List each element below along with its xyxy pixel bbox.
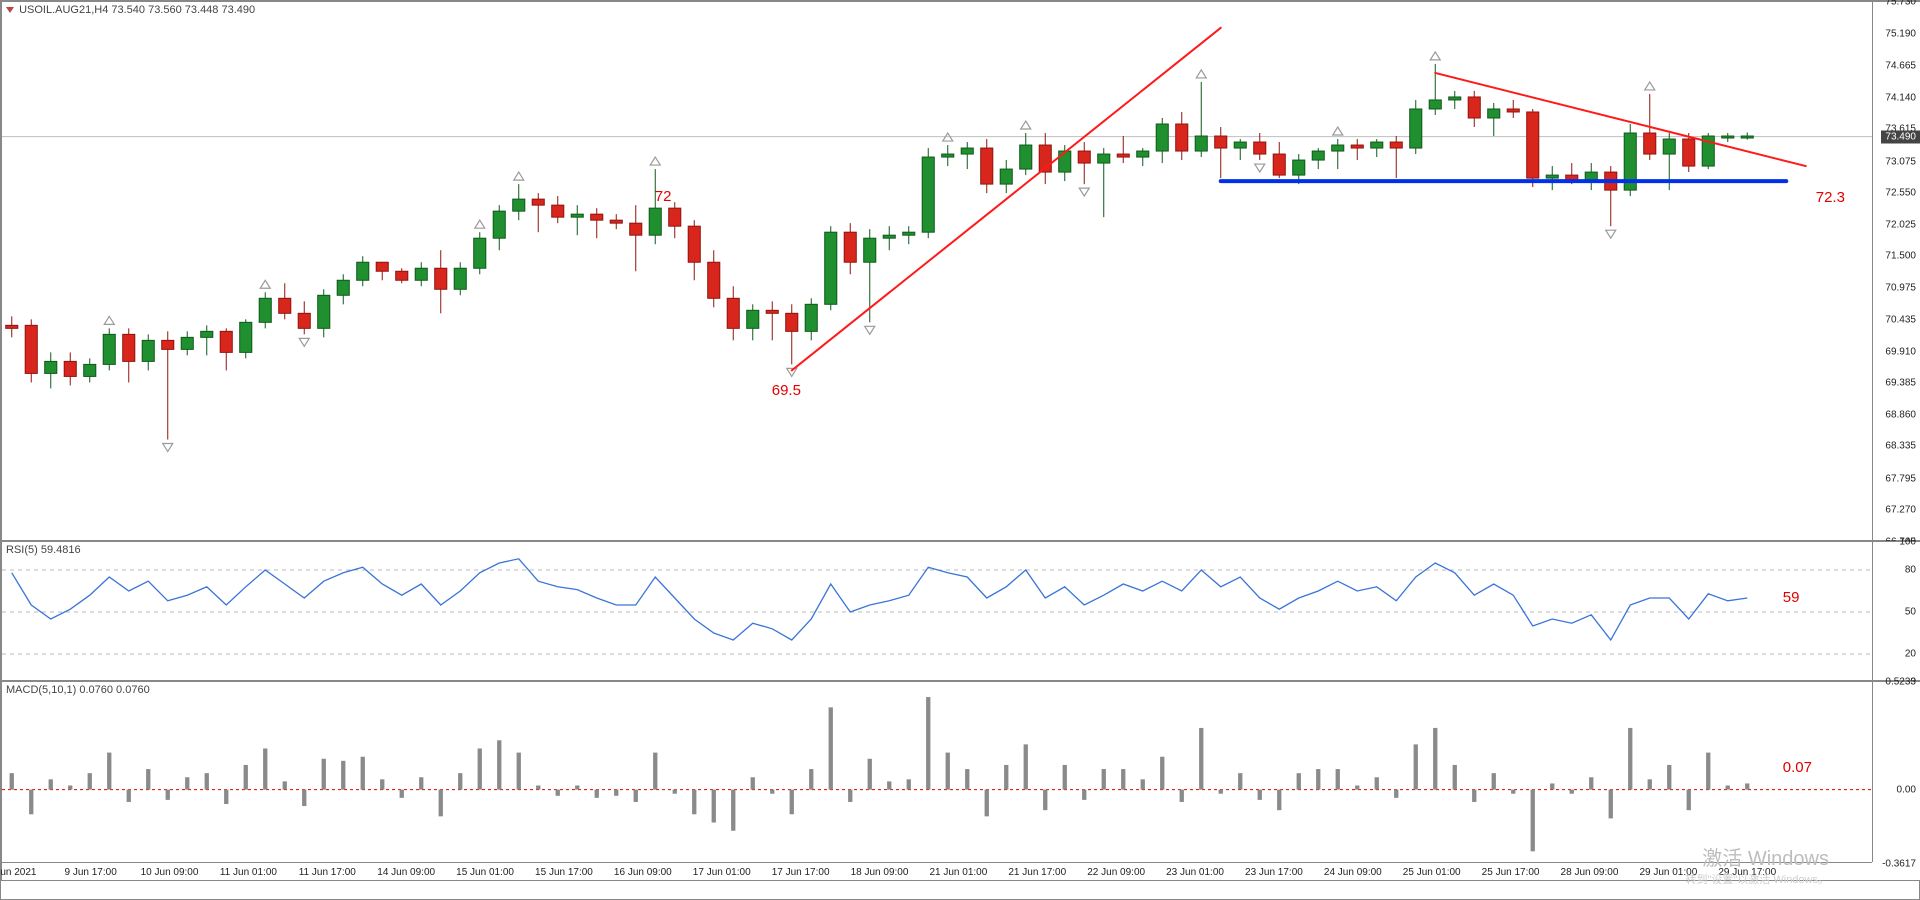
rsi-header: RSI(5) 59.4816 (6, 544, 81, 556)
price-header: USOIL.AUG21,H4 73.540 73.560 73.448 73.4… (6, 4, 255, 16)
price-chart-panel[interactable]: USOIL.AUG21,H4 73.540 73.560 73.448 73.4… (1, 1, 1920, 541)
dropdown-icon[interactable] (6, 7, 14, 13)
price-y-axis: 75.73075.19074.66574.14073.61573.07572.5… (1872, 2, 1920, 540)
price-annotation: 72.3 (1816, 189, 1845, 206)
rsi-annotation: 59 (1783, 589, 1800, 606)
time-axis: 9 Jun 20219 Jun 17:0010 Jun 09:0011 Jun … (2, 862, 1872, 880)
macd-header: MACD(5,10,1) 0.0760 0.0760 (6, 684, 150, 696)
windows-activation-sub: 转到"设置"以激活 Windows。 (1686, 871, 1830, 887)
price-annotation: 72 (655, 188, 672, 205)
price-annotation: 69.5 (772, 382, 801, 399)
macd-y-axis: 0.52330.00-0.3617 (1872, 682, 1920, 862)
current-price-flag: 73.490 (1881, 130, 1920, 143)
macd-panel[interactable]: MACD(5,10,1) 0.0760 0.0760 0.07 0.52330.… (1, 681, 1920, 881)
rsi-y-axis: 1008050200 (1872, 542, 1920, 680)
rsi-panel[interactable]: RSI(5) 59.4816 59 1008050200 (1, 541, 1920, 681)
symbol-label: USOIL.AUG21,H4 73.540 73.560 73.448 73.4… (19, 4, 255, 16)
windows-activation-watermark: 激活 Windows (1702, 842, 1829, 871)
macd-annotation: 0.07 (1783, 759, 1812, 776)
